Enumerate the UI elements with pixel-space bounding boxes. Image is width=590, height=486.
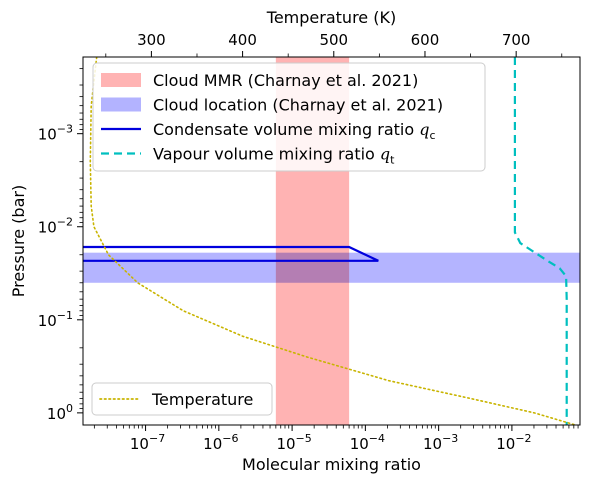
y-tick-exponent: −2 (57, 216, 73, 229)
x-tick-label: 10−2 (496, 432, 531, 453)
axes: 10−7 10−6 10−5 10−4 10−3 10−2 Molecular mixing… (9, 8, 581, 474)
legend-label: Vapour volume mixing ratio qt (153, 145, 395, 167)
line-vapour-qt (513, 57, 568, 425)
x-tick-exponent: −7 (149, 432, 165, 445)
legend-swatch (101, 73, 141, 87)
top-x-tick-label: 700 (502, 31, 531, 49)
legend-label: Cloud location (Charnay et al. 2021) (153, 96, 443, 115)
legend-temperature-box (91, 382, 273, 416)
legend-label: Cloud MMR (Charnay et al. 2021) (153, 71, 418, 90)
y-tick-exponent: −1 (57, 309, 73, 322)
legend-main-box (92, 62, 486, 172)
x-tick-exponent: −2 (515, 432, 531, 445)
y-axis-label: Pressure (bar) (9, 185, 28, 297)
y-tick-label: 10−3 (38, 123, 73, 144)
top-x-tick-label: 300 (137, 31, 166, 49)
x-tick-exponent: −4 (369, 432, 385, 445)
legend-label: Temperature (151, 390, 253, 409)
y-tick-label: 10−1 (38, 309, 73, 330)
y-tick-label: 10−2 (38, 216, 73, 237)
x-tick-exponent: −6 (222, 432, 238, 445)
x-tick-label: 10−3 (423, 432, 458, 453)
legend-swatch (101, 97, 141, 112)
top-x-tick-label: 600 (411, 31, 440, 49)
x-tick-label: 10−7 (130, 432, 165, 453)
x-axis-label: Molecular mixing ratio (242, 455, 421, 474)
legend-label-subscript: c (430, 129, 436, 142)
plot-frame (82, 56, 581, 426)
legend-label-symbol: q (419, 120, 429, 139)
y-tick-exponent: −3 (57, 123, 73, 136)
x-tick-label: 10−6 (203, 432, 238, 453)
line-condensate-qc (83, 245, 379, 262)
top-x-tick-label: 500 (319, 31, 348, 49)
legend-label-subscript: t (390, 154, 395, 167)
series-lines (83, 57, 577, 425)
top-x-tick-label: 400 (228, 31, 257, 49)
y-tick-exponent: 0 (66, 402, 73, 415)
x-tick-label: 10−4 (350, 432, 385, 453)
band-cloud-location (83, 252, 580, 283)
y-tick-label: 100 (47, 402, 73, 423)
top-x-axis-label: Temperature (K) (266, 8, 396, 27)
legend-label: Condensate volume mixing ratio qc (153, 120, 436, 142)
legends: Cloud MMR (Charnay et al. 2021) Cloud loc… (91, 62, 486, 416)
legend-label-symbol: q (380, 145, 390, 164)
x-tick-exponent: −3 (442, 432, 458, 445)
x-tick-label: 10−5 (276, 432, 311, 453)
line-temperature (89, 57, 577, 425)
x-tick-exponent: −5 (296, 432, 312, 445)
